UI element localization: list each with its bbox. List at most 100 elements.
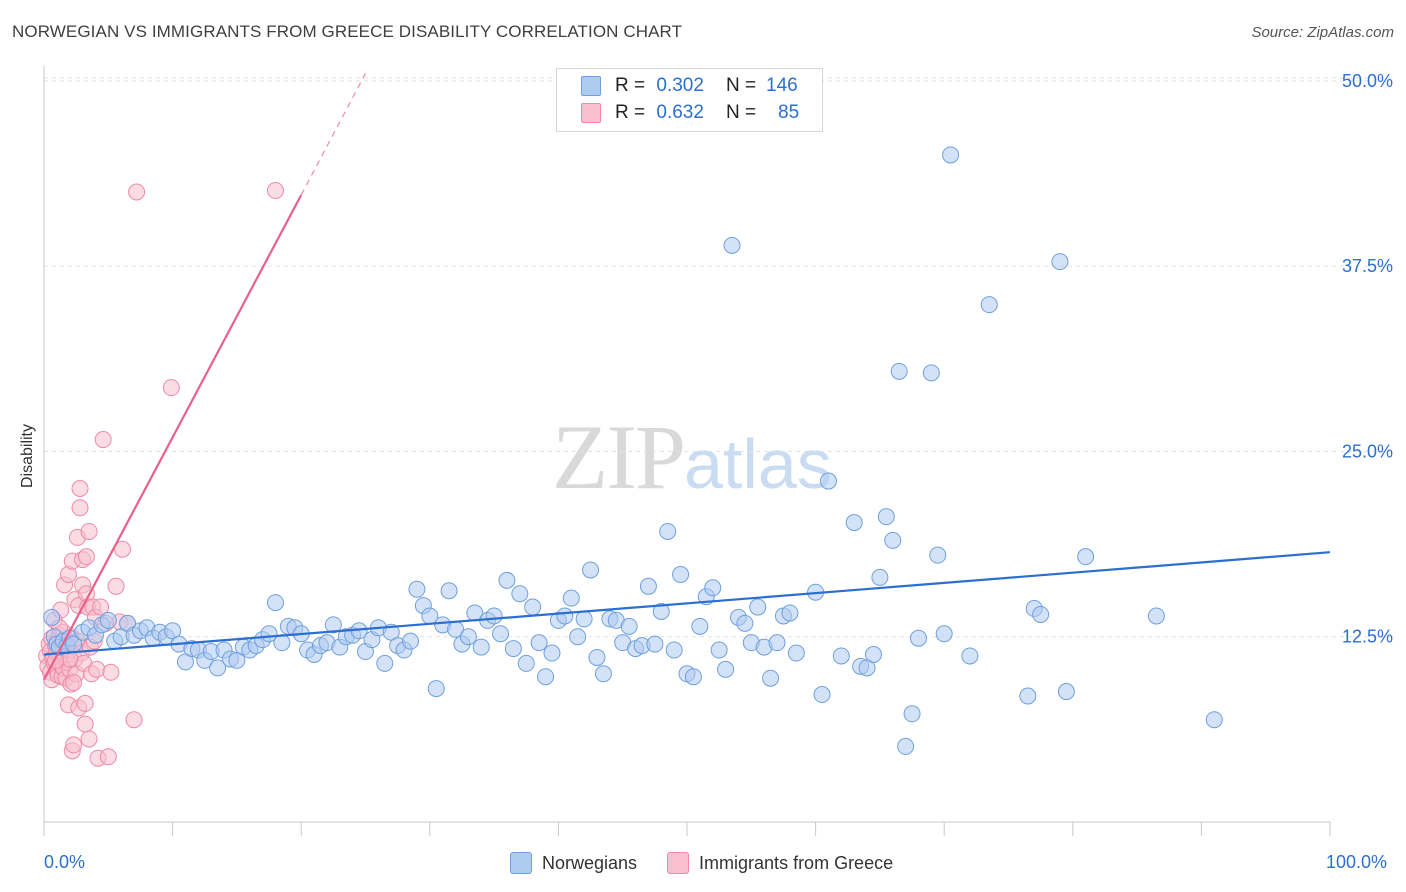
norwegian-point	[524, 598, 542, 616]
norwegian-point	[498, 571, 516, 589]
series-name-greece: Immigrants from Greece	[699, 852, 894, 873]
chart-title: NORWEGIAN VS IMMIGRANTS FROM GREECE DISA…	[12, 22, 683, 41]
source-label: Source: ZipAtlas.com	[1251, 24, 1394, 41]
norwegian-point	[485, 607, 503, 625]
legend-row-greece: R = 0.632 N = 85	[581, 101, 799, 125]
norwegian-point	[209, 659, 227, 677]
norwegian-point	[639, 577, 657, 595]
greece-point	[266, 182, 284, 200]
norwegian-point	[877, 508, 895, 526]
greece-point	[76, 715, 94, 733]
norwegian-point	[402, 632, 420, 650]
norwegian-point	[781, 604, 799, 622]
norwegian-point	[543, 644, 561, 662]
y-tick-label: 25.0%	[1342, 441, 1393, 461]
greece-trend-extension	[300, 73, 367, 196]
legend-r-label: R =	[615, 75, 646, 96]
greece-point	[162, 379, 180, 397]
norwegian-point	[492, 625, 510, 643]
norwegian-point	[408, 580, 426, 598]
norwegian-point	[1057, 683, 1075, 701]
norwegian-point	[890, 362, 908, 380]
norwegian-point	[736, 614, 754, 632]
norwegian-trend-line	[43, 551, 1331, 656]
norwegian-point	[530, 634, 548, 652]
norwegian-point	[569, 628, 587, 646]
norwegian-point	[620, 617, 638, 635]
norwegian-point	[1205, 711, 1223, 729]
greece-point	[76, 694, 94, 712]
greece-point	[71, 499, 89, 517]
greece-points	[38, 182, 284, 767]
legend-n-value: 85	[778, 102, 800, 123]
norwegian-point	[582, 561, 600, 579]
norwegian-point	[845, 514, 863, 532]
norwegian-point	[929, 546, 947, 564]
norwegian-point	[427, 680, 445, 698]
norwegian-point	[864, 645, 882, 663]
greece-point	[94, 431, 112, 449]
norwegian-point	[1147, 607, 1165, 625]
legend-n-label: N =	[725, 102, 757, 123]
greece-point	[77, 548, 95, 566]
y-tick-label: 37.5%	[1342, 256, 1393, 276]
axes	[43, 66, 1331, 836]
norwegian-point	[646, 635, 664, 653]
norwegian-point	[517, 654, 535, 672]
series-legend: Norwegians Immigrants from Greece	[510, 852, 923, 874]
norwegian-point	[43, 608, 61, 626]
norwegian-point	[717, 660, 735, 678]
norwegian-point	[832, 647, 850, 665]
norwegian-point	[980, 296, 998, 314]
series-swatch-blue	[510, 852, 532, 874]
norwegian-point	[684, 668, 702, 686]
norwegian-point	[324, 616, 342, 634]
norwegian-point	[1032, 605, 1050, 623]
norwegian-point	[909, 629, 927, 647]
trend-lines	[43, 73, 1331, 681]
greece-point	[107, 577, 125, 595]
legend-r-label: R =	[615, 102, 646, 123]
norwegian-point	[762, 669, 780, 687]
greece-point	[80, 522, 98, 540]
norwegian-point	[897, 737, 915, 755]
norwegian-point	[659, 522, 677, 540]
norwegian-point	[511, 585, 529, 603]
norwegian-point	[1019, 687, 1037, 705]
y-tick-label: 12.5%	[1342, 627, 1393, 647]
norwegian-point	[704, 579, 722, 597]
greece-point	[102, 663, 120, 681]
greece-point	[128, 183, 146, 201]
norwegian-point	[472, 638, 490, 656]
greece-point	[88, 660, 106, 678]
norwegian-point	[266, 594, 284, 612]
watermark-zip: ZIP	[552, 406, 686, 508]
norwegian-point	[903, 705, 921, 723]
norwegian-point	[575, 610, 593, 628]
norwegian-point	[459, 628, 477, 646]
norwegian-point	[556, 607, 574, 625]
norwegian-point	[922, 364, 940, 382]
norwegian-point	[562, 589, 580, 607]
greece-point	[92, 598, 110, 616]
y-tick-label: 50.0%	[1342, 71, 1393, 91]
norwegian-point	[594, 665, 612, 683]
greece-point	[65, 736, 83, 754]
legend: R = 0.302 N = 146 R = 0.632 N = 85	[556, 68, 823, 132]
norwegian-point	[588, 648, 606, 666]
y-tick-labels: 12.5% 25.0% 37.5% 50.0%	[1342, 71, 1393, 647]
series-name-norwegians: Norwegians	[542, 852, 638, 873]
norwegian-point	[787, 644, 805, 662]
norwegian-point	[935, 625, 953, 643]
series-swatch-pink	[667, 852, 690, 874]
greece-point	[80, 730, 98, 748]
greece-trend-line	[43, 194, 303, 681]
norwegian-point	[537, 668, 555, 686]
x-tick-min: 0.0%	[44, 852, 86, 872]
norwegian-point	[813, 686, 831, 704]
greece-point	[71, 479, 89, 497]
norwegian-point	[1051, 253, 1069, 271]
norwegian-point	[672, 565, 690, 583]
norwegian-point	[819, 472, 837, 490]
